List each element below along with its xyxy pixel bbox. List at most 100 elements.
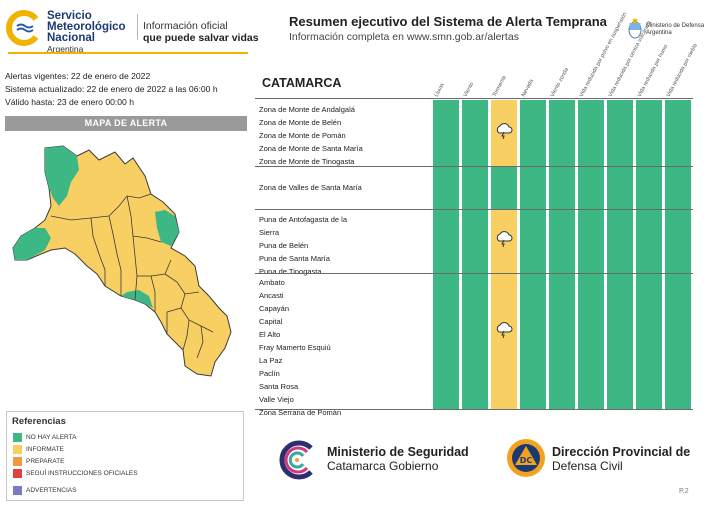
alert-cell-no-alert[interactable] xyxy=(462,167,488,209)
alert-cell-no-alert[interactable] xyxy=(636,210,662,273)
alert-cell-no-alert[interactable] xyxy=(578,210,604,273)
group-separator xyxy=(255,166,693,167)
table-top-line xyxy=(255,98,693,99)
zone-name[interactable]: Fray Mamerto Esquiú xyxy=(259,343,331,352)
legend-item: ADVERTENCIAS xyxy=(13,486,76,495)
alert-validity-info: Alertas vigentes: 22 de enero de 2022 Si… xyxy=(5,70,218,109)
actualizado-text: Sistema actualizado: 22 de enero de 2022… xyxy=(5,84,218,94)
zone-name[interactable]: La Paz xyxy=(259,356,283,365)
alert-cell-no-alert[interactable] xyxy=(578,167,604,209)
zone-name[interactable]: Zona de Monte de Pomán xyxy=(259,131,346,140)
zone-name[interactable]: Puna de Belén xyxy=(259,241,309,250)
alert-cell-no-alert[interactable] xyxy=(433,210,459,273)
legend-item: PREPARATE xyxy=(13,457,64,466)
legend-swatch xyxy=(13,433,22,442)
zone-name[interactable]: Zona de Monte de Santa María xyxy=(259,144,363,153)
alert-cell-no-alert[interactable] xyxy=(549,274,575,409)
alert-cell-no-alert[interactable] xyxy=(636,167,662,209)
storm-icon xyxy=(496,231,513,247)
page-number: P.2 xyxy=(679,488,689,495)
legend-swatch xyxy=(13,457,22,466)
references-panel: Referencias NO HAY ALERTA INFORMATE PREP… xyxy=(6,411,244,501)
catamarca-alert-map[interactable] xyxy=(5,136,247,384)
zone-name[interactable]: Zona de Monte de Tinogasta xyxy=(259,157,355,166)
smn-name: Servicio Meteorológico Nacional Argentin… xyxy=(47,10,126,54)
zone-name[interactable]: El Alto xyxy=(259,330,281,339)
alert-cell-no-alert[interactable] xyxy=(520,210,546,273)
alert-cell-no-alert[interactable] xyxy=(607,274,633,409)
alert-cell-no-alert[interactable] xyxy=(433,274,459,409)
zone-name[interactable]: Sierra xyxy=(259,228,280,237)
alert-cell-no-alert[interactable] xyxy=(665,167,691,209)
alert-cell-no-alert[interactable] xyxy=(433,167,459,209)
zone-name[interactable]: Ancasti xyxy=(259,291,284,300)
alert-cell-no-alert[interactable] xyxy=(636,100,662,166)
zone-name[interactable]: Capayán xyxy=(259,304,290,313)
alert-cell-no-alert[interactable] xyxy=(433,100,459,166)
alert-cell-no-alert[interactable] xyxy=(549,210,575,273)
alert-cell-no-alert[interactable] xyxy=(578,100,604,166)
alert-cell-no-alert[interactable] xyxy=(462,100,488,166)
alert-cell-no-alert[interactable] xyxy=(578,274,604,409)
column-header: Vida reducida por polvo en suspensión xyxy=(578,11,629,98)
alert-cell-no-alert[interactable] xyxy=(665,210,691,273)
group-separator xyxy=(255,273,693,274)
smn-logo-icon xyxy=(6,10,39,46)
storm-icon xyxy=(496,123,513,139)
zone-name[interactable]: Puna de Antofagasta de la xyxy=(259,215,347,224)
zone-name[interactable]: Zona Serrana de Pomán xyxy=(259,408,342,417)
dc-badge-text: DC xyxy=(520,456,533,465)
alert-cell-no-alert[interactable] xyxy=(607,167,633,209)
group-separator xyxy=(255,409,693,410)
alert-cell-informate[interactable] xyxy=(491,274,517,409)
alert-cell-no-alert[interactable] xyxy=(462,210,488,273)
ministerio-seguridad-logo-icon xyxy=(279,440,313,480)
valido-text: Válido hasta: 23 de enero 00:00 h xyxy=(5,97,135,107)
alert-cell-no-alert[interactable] xyxy=(607,100,633,166)
references-title: Referencias xyxy=(12,416,66,427)
zone-name[interactable]: Zona de Valles de Santa María xyxy=(259,183,362,192)
group-separator xyxy=(255,209,693,210)
zone-name[interactable]: Ambato xyxy=(259,278,285,287)
province-title: CATAMARCA xyxy=(262,76,342,90)
alert-cell-no-alert[interactable] xyxy=(462,274,488,409)
column-header: Vida reducida por ceniza volcánica xyxy=(607,20,653,98)
zone-name[interactable]: Zona de Monte de Andalgalá xyxy=(259,105,355,114)
alert-cell-no-alert[interactable] xyxy=(636,274,662,409)
map-title: MAPA DE ALERTA xyxy=(5,116,247,131)
page-title: Resumen ejecutivo del Sistema de Alerta … xyxy=(289,14,607,29)
header: Servicio Meteorológico Nacional Argentin… xyxy=(0,0,720,58)
alert-cell-no-alert[interactable] xyxy=(520,167,546,209)
zone-name[interactable]: Zona de Monte de Belén xyxy=(259,118,342,127)
argentina-shield-icon xyxy=(628,18,642,39)
alert-cell-no-alert[interactable] xyxy=(491,167,517,209)
storm-icon xyxy=(496,322,513,338)
alert-cell-no-alert[interactable] xyxy=(665,100,691,166)
alert-cell-no-alert[interactable] xyxy=(607,210,633,273)
zone-name[interactable]: Santa Rosa xyxy=(259,382,299,391)
zone-name[interactable]: Paclín xyxy=(259,369,280,378)
alert-cell-no-alert[interactable] xyxy=(520,274,546,409)
column-header: Nevada xyxy=(520,78,535,98)
defensa-civil-logo-icon: DC xyxy=(507,439,545,477)
column-header: Lluvia xyxy=(433,82,446,98)
alert-cell-no-alert[interactable] xyxy=(520,100,546,166)
ministerio-seguridad-text: Ministerio de Seguridad Catamarca Gobier… xyxy=(327,445,469,473)
alert-cell-no-alert[interactable] xyxy=(549,100,575,166)
alert-cell-no-alert[interactable] xyxy=(665,274,691,409)
legend-swatch xyxy=(13,445,22,454)
header-divider xyxy=(137,14,138,40)
column-header: Vida reducida por niebla xyxy=(665,42,699,98)
defensa-civil-text: Dirección Provincial de Defensa Civil xyxy=(552,445,691,473)
zone-name[interactable]: Valle Viejo xyxy=(259,395,294,404)
zone-name[interactable]: Puna de Santa María xyxy=(259,254,330,263)
legend-item: INFORMATE xyxy=(13,445,64,454)
accent-line xyxy=(8,52,248,54)
vigentes-text: Alertas vigentes: 22 de enero de 2022 xyxy=(5,71,151,81)
column-header: Tormenta xyxy=(491,74,508,98)
legend-swatch xyxy=(13,486,22,495)
column-header: Viento zonda xyxy=(549,66,571,98)
zone-name[interactable]: Puna de Tinogasta xyxy=(259,267,322,276)
alert-cell-no-alert[interactable] xyxy=(549,167,575,209)
zone-name[interactable]: Capital xyxy=(259,317,283,326)
